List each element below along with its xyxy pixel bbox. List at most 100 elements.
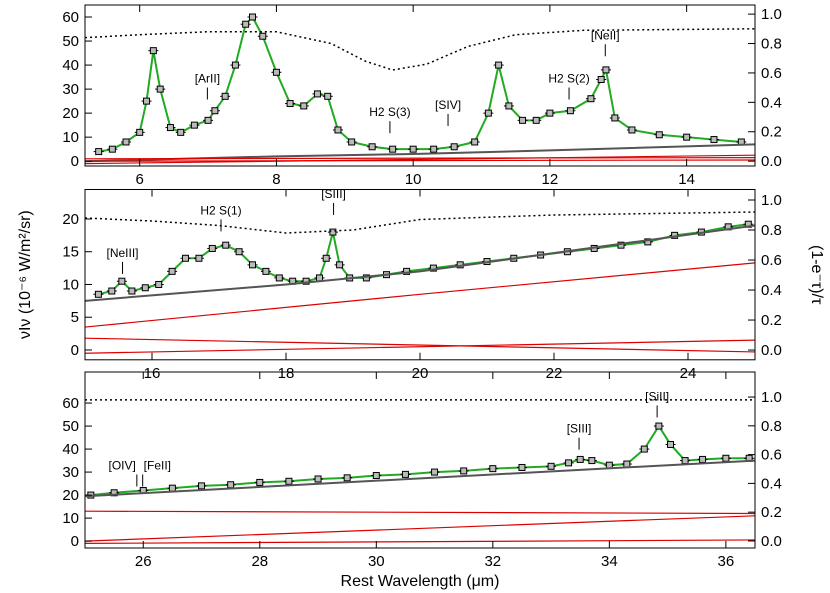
y2-tick-label: 1.0 <box>761 389 782 406</box>
spectrum-line <box>85 515 755 542</box>
data-point <box>168 484 176 492</box>
data-point <box>149 47 157 55</box>
data-point <box>334 126 342 134</box>
data-point <box>597 75 605 83</box>
data-point <box>587 95 595 103</box>
data-point <box>108 145 116 153</box>
data-point <box>471 138 479 146</box>
plot-area <box>85 399 755 544</box>
data-point <box>566 107 574 115</box>
data-point <box>322 254 330 262</box>
data-point <box>122 138 130 146</box>
data-point <box>227 481 235 489</box>
data-point <box>141 284 149 292</box>
data-point <box>95 148 103 156</box>
data-point <box>182 254 189 262</box>
annotation: [SiII] <box>645 389 669 403</box>
data-point <box>249 261 256 269</box>
spectrum-line <box>85 539 755 544</box>
y2-tick-label: 0.0 <box>761 153 782 170</box>
y-tick-label: 0 <box>71 342 79 359</box>
data-point <box>505 102 513 110</box>
data-point <box>519 116 527 124</box>
data-point <box>343 474 351 482</box>
y2-tick-label: 1.0 <box>761 6 782 23</box>
data-point <box>198 482 206 490</box>
data-point <box>156 85 164 93</box>
data-point <box>532 116 540 124</box>
data-point <box>722 454 730 462</box>
attenuation-line <box>85 211 755 234</box>
x-tick-label: 36 <box>718 553 735 570</box>
data-point <box>644 238 652 246</box>
spectrum-line <box>98 15 742 153</box>
x-tick-label: 24 <box>680 365 697 382</box>
data-point <box>495 61 503 69</box>
x-tick-label: 10 <box>405 171 422 188</box>
data-point <box>460 467 468 475</box>
spectrum-line <box>85 159 755 162</box>
data-point <box>484 109 492 117</box>
annotation: [OIV] <box>109 458 136 472</box>
y-tick-label: 20 <box>62 105 79 122</box>
data-point <box>368 143 376 151</box>
data-point <box>450 143 458 151</box>
data-point <box>208 244 216 252</box>
spectrum-line <box>85 510 755 515</box>
data-point <box>128 287 136 295</box>
y-tick-label: 40 <box>62 57 79 74</box>
x-axis-label: Rest Wavelength (μm) <box>341 573 500 590</box>
data-point <box>166 124 174 132</box>
data-point <box>699 455 707 463</box>
axes-frame <box>84 4 756 167</box>
data-point <box>409 145 417 153</box>
data-point <box>403 267 411 275</box>
y2-tick-label: 0.6 <box>761 65 782 82</box>
y-tick-label: 20 <box>62 487 79 504</box>
data-point <box>136 128 144 136</box>
data-point <box>389 145 397 153</box>
data-point <box>262 267 270 275</box>
y2-tick-label: 0.2 <box>761 504 782 521</box>
annotation: [SIV] <box>435 98 461 112</box>
data-point <box>655 131 663 139</box>
data-point <box>272 68 280 76</box>
y2-tick-label: 0.4 <box>761 94 782 111</box>
data-point <box>286 100 294 108</box>
x-tick-label: 18 <box>278 365 295 382</box>
x-tick-label: 26 <box>135 553 152 570</box>
y-tick-label: 15 <box>62 244 79 261</box>
data-point <box>177 128 185 136</box>
data-point <box>602 66 610 74</box>
data-point <box>300 102 308 110</box>
y-tick-label: 5 <box>71 309 79 326</box>
data-point <box>285 477 293 485</box>
data-point <box>302 277 310 285</box>
data-point <box>275 274 283 282</box>
y-tick-label: 60 <box>62 395 79 412</box>
data-point <box>242 20 250 28</box>
data-point <box>94 290 102 298</box>
y-axis-label: νIν (10⁻⁶ W/m²/sr) <box>17 210 34 339</box>
annotation: H2 S(1) <box>200 203 241 217</box>
data-point <box>143 97 151 105</box>
x-tick-label: 20 <box>412 365 429 382</box>
x-tick-label: 16 <box>144 365 161 382</box>
plot-area <box>85 13 755 165</box>
data-point <box>681 457 689 465</box>
y-tick-label: 30 <box>62 464 79 481</box>
data-point <box>110 489 118 497</box>
y-tick-label: 0 <box>71 533 79 550</box>
data-point <box>249 13 256 21</box>
data-point <box>195 254 203 262</box>
spectrum-line <box>85 262 755 328</box>
data-point <box>623 460 631 468</box>
data-point <box>329 228 337 236</box>
annotation: H2 S(3) <box>369 105 410 119</box>
y-tick-label: 10 <box>62 510 79 527</box>
data-point <box>211 107 219 115</box>
annotation: [SIII] <box>321 187 346 201</box>
x-tick-label: 6 <box>136 171 144 188</box>
data-point <box>256 478 264 486</box>
